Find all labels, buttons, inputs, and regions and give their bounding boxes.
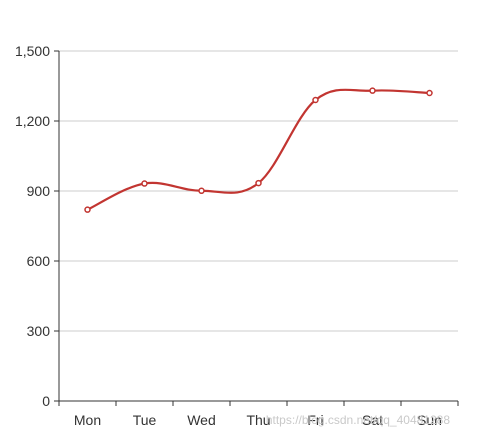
data-point[interactable]: [198, 187, 205, 195]
data-point[interactable]: [426, 89, 433, 97]
data-point[interactable]: [369, 87, 376, 94]
data-point[interactable]: [255, 179, 262, 187]
x-tick-label: Wed: [187, 412, 216, 428]
data-point[interactable]: [84, 206, 91, 213]
y-tick-label: 600: [27, 253, 51, 269]
x-tick-label: Sat: [362, 412, 383, 428]
y-tick-label: 300: [27, 323, 51, 339]
x-tick-label: Sun: [417, 412, 442, 428]
y-tick-label: 900: [27, 183, 51, 199]
y-axis-ticks: 0 300 600 900 1,200 1,500: [15, 43, 59, 409]
axes: [58, 51, 458, 402]
y-tick-label: 0: [42, 393, 50, 409]
data-point[interactable]: [312, 96, 319, 104]
series-line: [87, 88, 430, 211]
x-tick-label: Tue: [133, 412, 157, 428]
x-tick-label: Fri: [307, 412, 323, 428]
x-tick-label: Mon: [74, 412, 101, 428]
x-axis-ticks: Mon Tue Wed Thu Fri Sat Sun: [58, 401, 459, 428]
series-layer: [84, 87, 433, 213]
y-tick-label: 1,500: [15, 43, 50, 59]
data-point[interactable]: [141, 180, 148, 187]
grid-lines: [59, 50, 458, 332]
watermark-text: https://blog.csdn.net/qq_40481288: [266, 413, 450, 427]
y-tick-label: 1,200: [15, 113, 50, 129]
x-tick-label: Thu: [246, 412, 270, 428]
